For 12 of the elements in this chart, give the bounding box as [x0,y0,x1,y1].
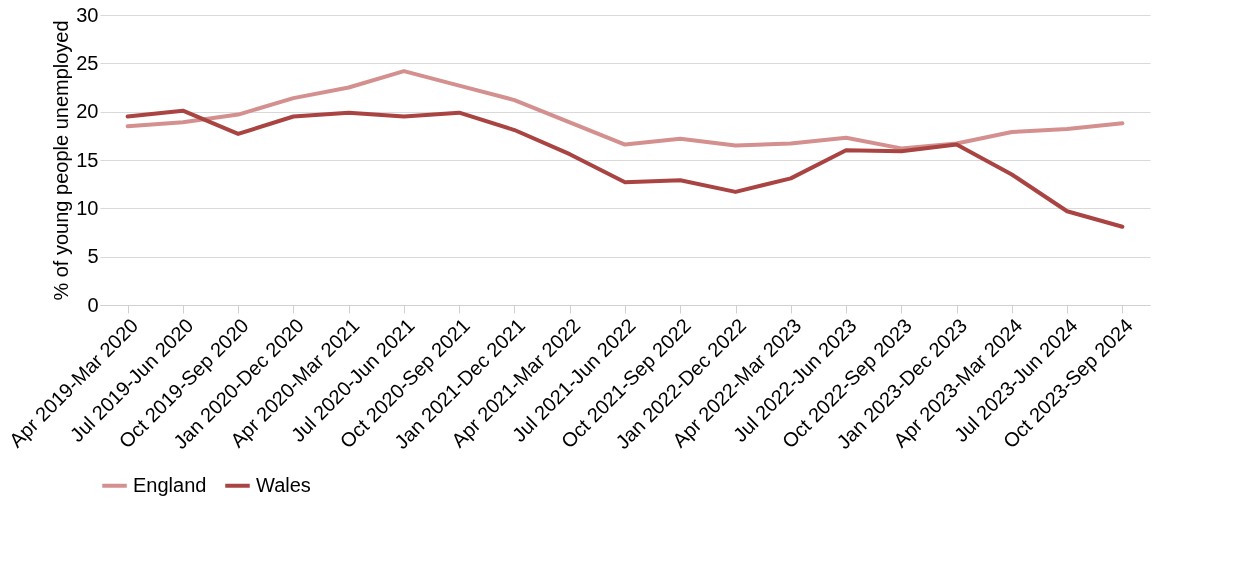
y-tick-label: 15 [76,148,99,171]
line-series [125,108,1125,229]
line-series [125,69,1125,151]
y-axis-title: % of young people unemployed [50,20,73,301]
y-tick-label: 25 [76,51,99,74]
y-tick-label: 10 [76,196,99,219]
legend-label: England [133,473,207,496]
y-tick-label: 0 [87,293,99,316]
y-tick-label: 5 [87,245,99,268]
y-tick-label: 20 [76,100,99,123]
y-tick-label: 30 [76,3,99,26]
legend-label: Wales [256,473,311,496]
